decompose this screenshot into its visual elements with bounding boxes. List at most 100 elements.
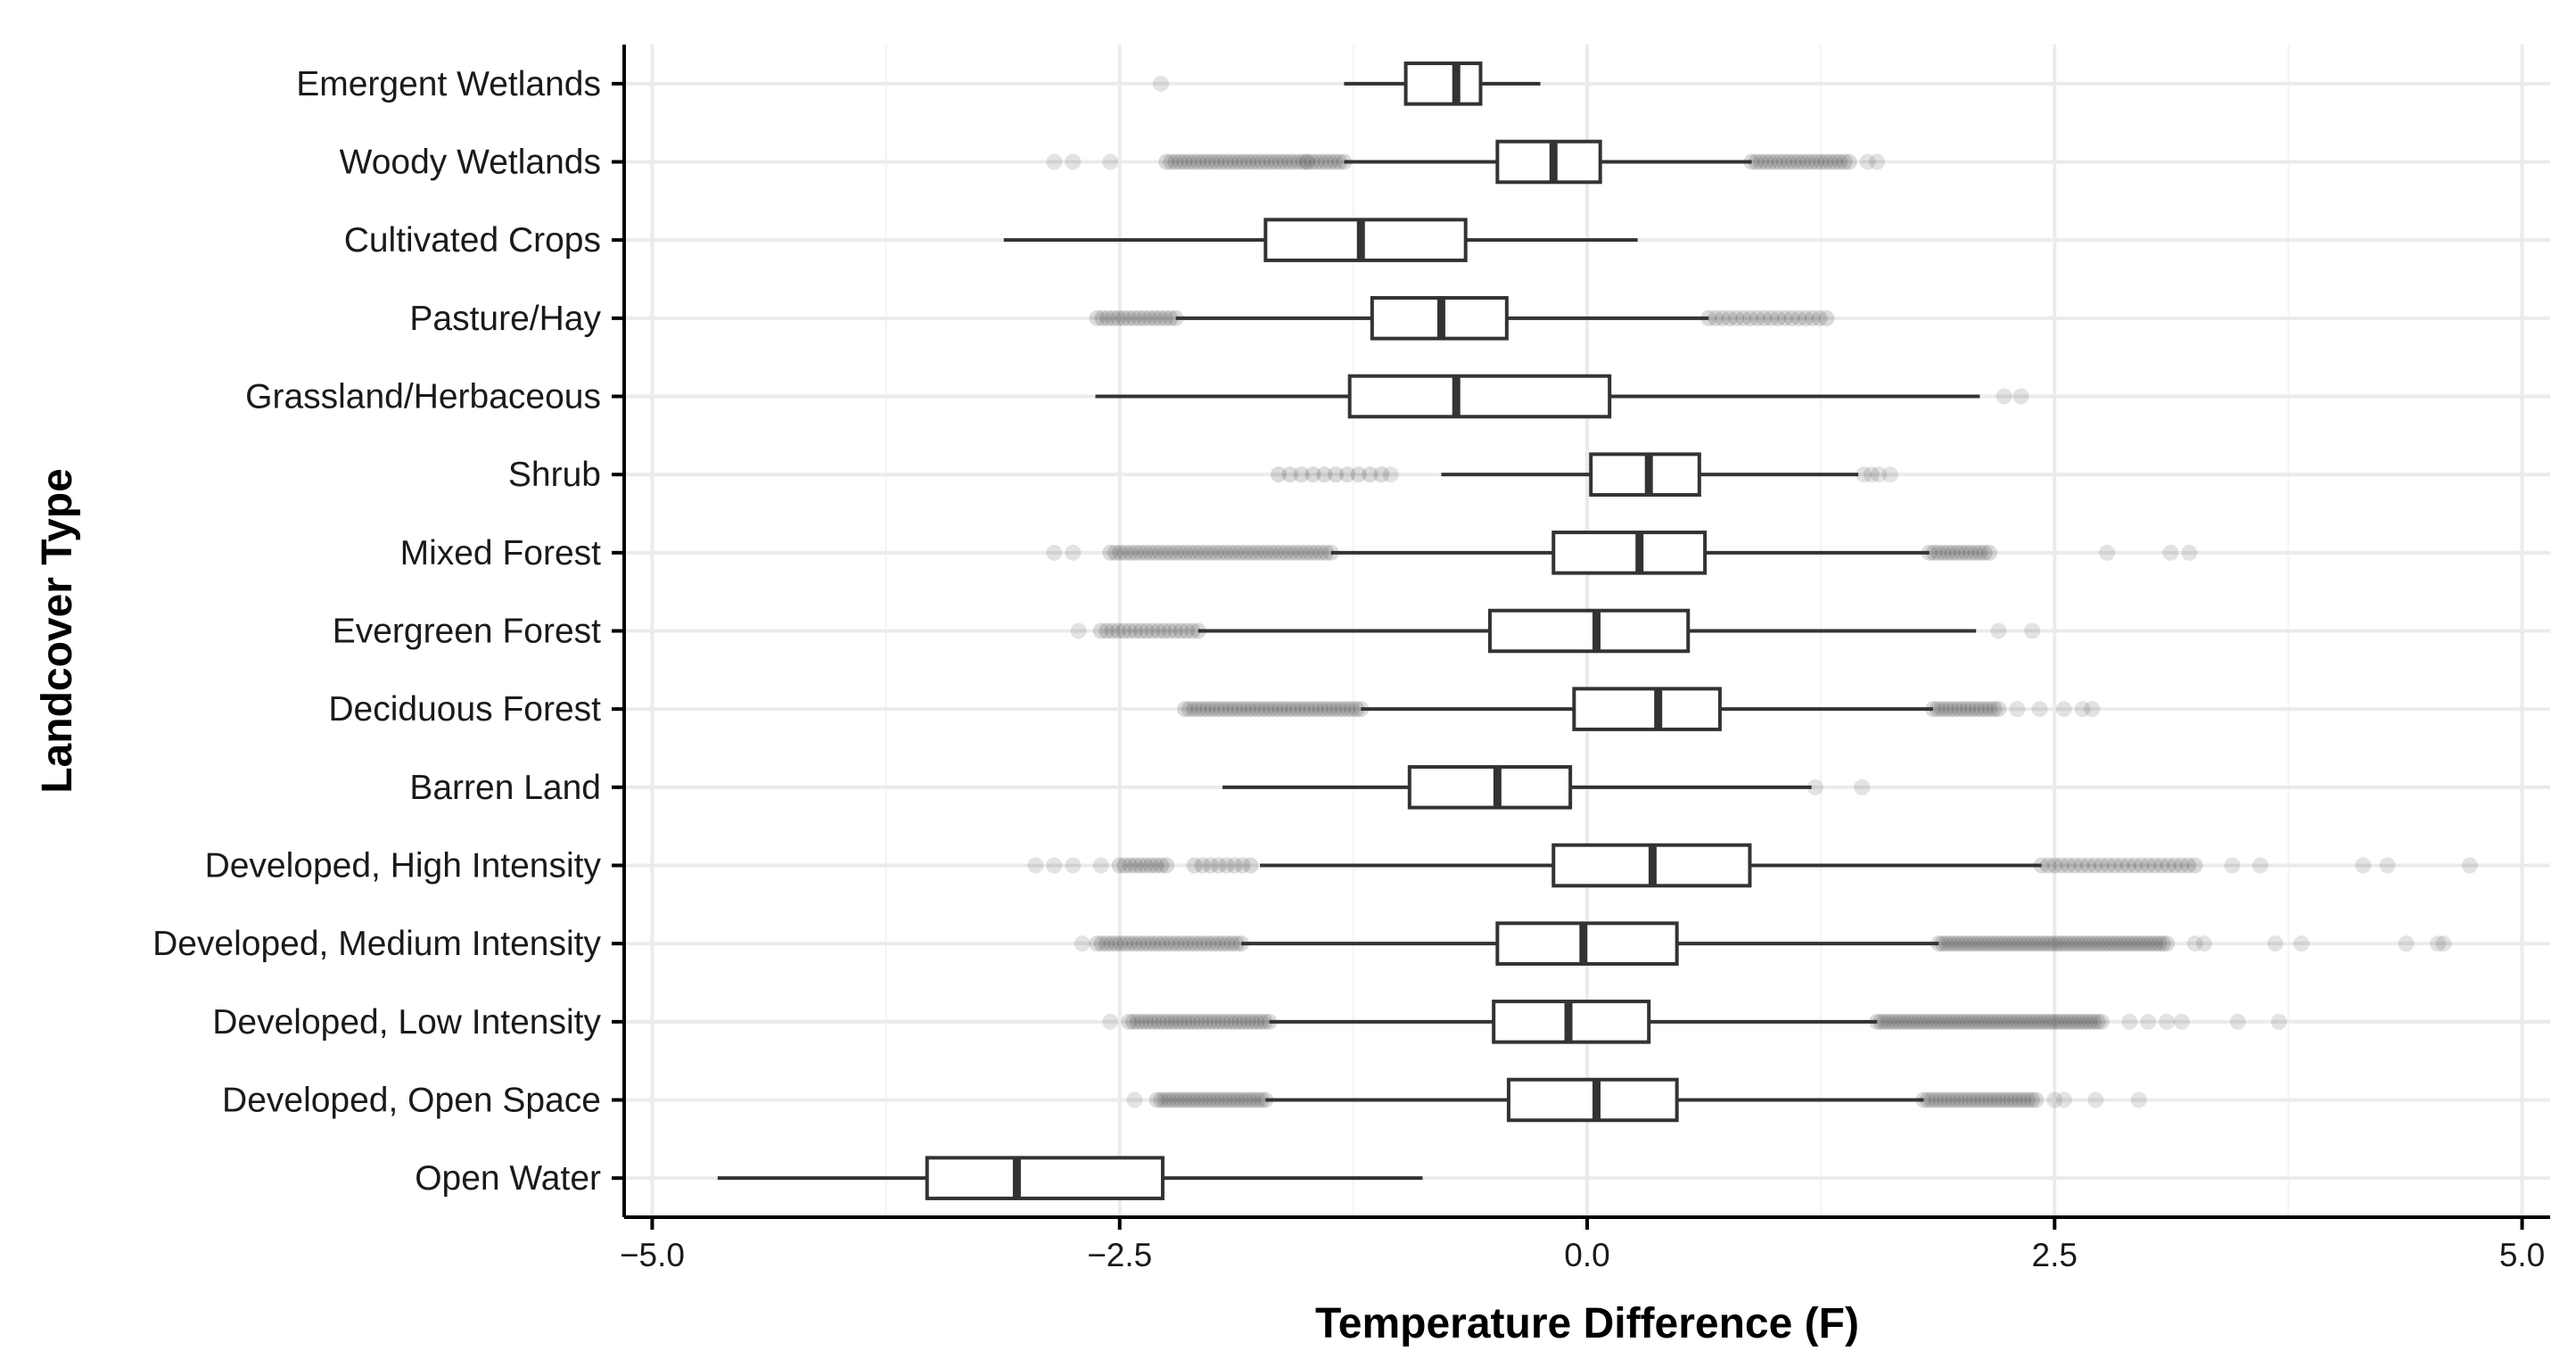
outlier-point [1822,153,1839,170]
iqr-box [1347,374,1612,419]
outlier-point [1093,935,1110,952]
outlier-point [1263,701,1280,718]
outlier-point [1327,153,1344,170]
outlier-point [1263,153,1280,170]
outlier-point [2430,935,2447,952]
outlier-point [2066,857,2083,874]
outlier-point [1227,1013,1244,1030]
outlier-point [1910,1013,1927,1030]
outlier-point [2023,935,2040,952]
outlier-point [1987,1013,2004,1030]
outlier-point [2046,857,2063,874]
outlier-point [1222,544,1239,561]
outlier-point [1749,309,1765,326]
outlier-point [1181,153,1197,170]
outlier-point [1142,544,1159,561]
y-tick-label: Grassland/Herbaceous [245,378,601,416]
outlier-point [1937,1013,1954,1030]
outlier-point [1226,857,1243,874]
outlier-point [1240,153,1257,170]
outlier-point [1808,153,1825,170]
outlier-point [1282,544,1299,561]
outlier-point [1957,935,1974,952]
outlier-point [1217,1091,1234,1108]
outlier-point [2089,1013,2106,1030]
outlier-point [1728,309,1745,326]
box-group [1222,765,1871,810]
outlier-point [1206,1013,1222,1030]
outlier-point [1185,153,1202,170]
outlier-point [1752,153,1769,170]
outlier-point [2039,1013,2056,1030]
outlier-point [2100,857,2117,874]
outlier-point [1099,309,1116,326]
box-group [1152,62,1541,106]
outlier-point [1235,701,1252,718]
outlier-point [1964,701,1980,718]
outlier-point [1239,1013,1256,1030]
outlier-point [1121,622,1138,639]
outlier-point [2078,1013,2095,1030]
outlier-point [1099,622,1115,639]
outlier-point [2009,1013,2026,1030]
outlier-point [1836,153,1853,170]
outlier-point [1180,1013,1197,1030]
outlier-point [2055,701,2072,718]
outlier-point [2224,857,2241,874]
outlier-point [2196,935,2213,952]
outlier-point [1142,1013,1159,1030]
outlier-point [1197,1091,1214,1108]
outlier-point [1212,544,1229,561]
outlier-point [1930,544,1947,561]
outlier-point [1232,544,1249,561]
outlier-point [2004,935,2020,952]
outlier-point [1303,544,1320,561]
outlier-point [1276,701,1293,718]
iqr-box [1572,687,1722,731]
outlier-point [1092,857,1109,874]
outlier-point [1289,701,1306,718]
outlier-point [2015,935,2032,952]
outlier-point [1177,544,1194,561]
outlier-point [2003,1091,2020,1108]
outlier-point [2086,1013,2103,1030]
outlier-point [2267,935,2284,952]
outlier-point [1070,622,1087,639]
outlier-point [1163,1013,1180,1030]
outlier-point [2119,935,2136,952]
outlier-point [1217,544,1234,561]
outlier-point [1932,1091,1949,1108]
outlier-point [1172,544,1189,561]
outlier-point [1818,309,1835,326]
outlier-point [1965,1091,1982,1108]
outlier-point [1149,935,1166,952]
outlier-point [2087,1091,2104,1108]
outlier-point [1967,544,1984,561]
outlier-point [1794,153,1811,170]
outlier-point [1202,857,1219,874]
label-layer: Emergent Wetlands Woody Wetlands Cultivate… [152,65,2545,1273]
outlier-point [1804,153,1821,170]
outlier-point [2127,935,2144,952]
outlier-point [1976,544,1993,561]
outlier-point [1144,622,1161,639]
outlier-point [2019,935,2036,952]
outlier-point [1925,544,1942,561]
outlier-point [1199,701,1216,718]
outlier-point [1131,309,1148,326]
outlier-point [1167,544,1184,561]
outlier-point [1225,1091,1242,1108]
outlier-point [1177,935,1194,952]
outlier-point [1192,544,1209,561]
outlier-point [2074,1013,2091,1030]
outlier-point [1142,857,1159,874]
outlier-point [2019,1091,2036,1108]
outlier-point [1924,701,1941,718]
outlier-point [1973,1091,1990,1108]
outlier-point [1972,935,1989,952]
outlier-point [1299,153,1316,170]
outlier-point [2078,935,2095,952]
outlier-point [1986,1091,2003,1108]
x-tick-label: 5.0 [2499,1237,2545,1273]
box-group [1095,374,2029,419]
